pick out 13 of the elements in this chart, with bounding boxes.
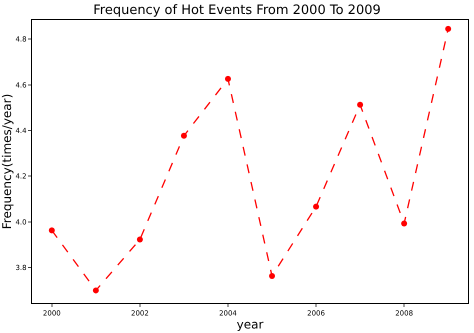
point	[224, 76, 231, 82]
point	[180, 132, 187, 139]
chart-title: Frequency of Hot Events From 2000 To 2009	[93, 3, 381, 18]
y-axis-title: Frequency(times/year)	[0, 94, 14, 230]
point	[357, 102, 364, 108]
point	[269, 273, 276, 280]
point	[92, 287, 99, 294]
x-axis-title: year	[236, 317, 264, 332]
point	[136, 236, 143, 242]
point	[445, 26, 452, 32]
point	[401, 220, 408, 227]
point	[313, 204, 320, 210]
point	[48, 227, 55, 234]
